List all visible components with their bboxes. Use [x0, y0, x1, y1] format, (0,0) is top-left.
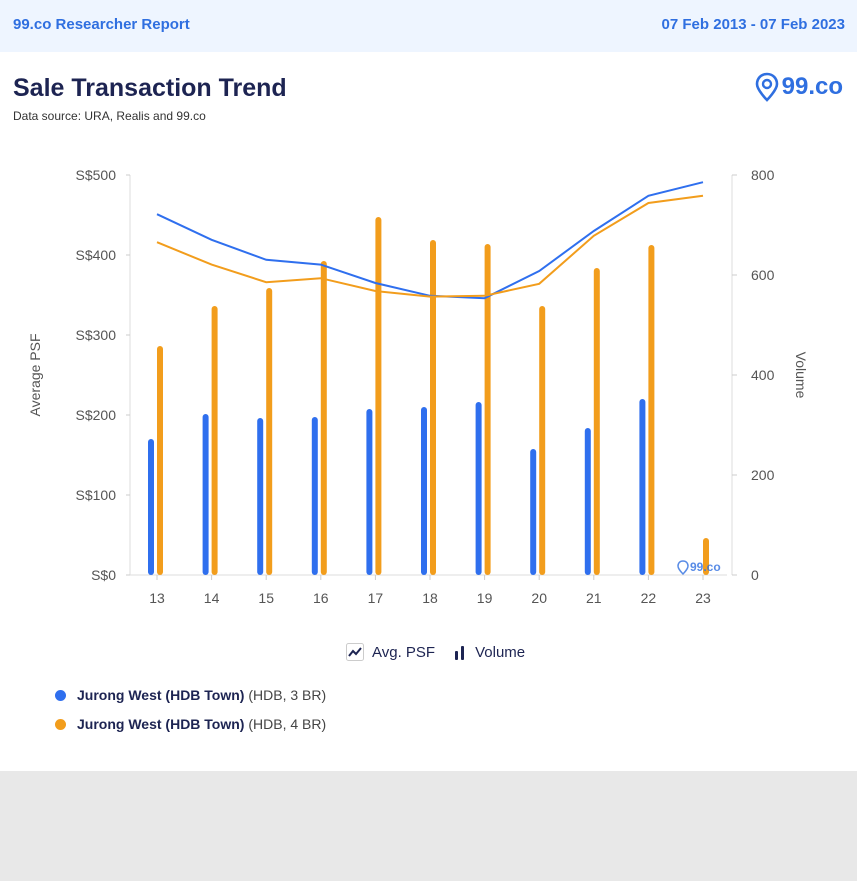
volume-bar — [148, 439, 154, 575]
volume-bar — [366, 409, 373, 575]
avg-psf-line — [156, 194, 704, 298]
report-page: 99.co Researcher Report 07 Feb 2013 - 07… — [0, 0, 857, 771]
date-range: 07 Feb 2013 - 07 Feb 2023 — [661, 16, 845, 33]
series-detail: (HDB, 3 BR) — [248, 687, 327, 703]
legend-label: Volume — [475, 643, 526, 661]
x-tick-label: 13 — [149, 590, 165, 606]
volume-bar — [320, 261, 327, 575]
chart-legend: Avg. PSF Volume — [346, 643, 525, 661]
page-title: Sale Transaction Trend — [13, 74, 287, 102]
legend-volume[interactable]: Volume — [453, 644, 525, 661]
volume-bar — [421, 407, 427, 575]
y2-tick-label: 600 — [751, 267, 775, 283]
y2-tick-label: 400 — [751, 367, 775, 383]
y-tick-label: S$500 — [76, 167, 117, 183]
series-dot — [55, 689, 66, 701]
volume-bar — [584, 428, 591, 575]
legend-label: Avg. PSF — [372, 643, 436, 661]
x-tick-label: 23 — [695, 590, 711, 606]
series-dot — [55, 718, 66, 730]
y-tick-label: S$400 — [76, 247, 117, 263]
location-pin-icon — [755, 72, 778, 102]
volume-bar — [703, 538, 709, 575]
report-header: 99.co Researcher Report 07 Feb 2013 - 07… — [0, 0, 857, 52]
volume-bar — [648, 245, 655, 575]
y-tick-label: S$300 — [76, 327, 117, 343]
bar-chart-icon — [455, 646, 465, 660]
y2-axis-title: Volume — [793, 352, 809, 399]
y-tick-label: S$0 — [91, 567, 116, 583]
volume-bar — [311, 417, 318, 575]
y-tick-label: S$200 — [76, 407, 117, 423]
brand-logo: 99.co — [755, 72, 843, 102]
x-tick-label: 21 — [586, 590, 602, 606]
location-pin-icon — [677, 560, 689, 576]
line-chart-icon — [346, 643, 364, 661]
volume-bar — [530, 449, 537, 575]
volume-bar — [266, 288, 273, 575]
y2-tick-label: 200 — [751, 467, 775, 483]
logo-text: 99.co — [781, 73, 843, 100]
y-tick-label: S$100 — [76, 487, 117, 503]
series-item-4br[interactable]: Jurong West (HDB Town) (HDB, 4 BR) — [55, 716, 326, 732]
x-tick-label: 22 — [641, 590, 657, 606]
sale-trend-chart: S$0 S$100 S$200 S$300 S$400 S$500 0 200 400 600 80… — [27, 167, 809, 606]
volume-bar — [157, 346, 163, 575]
volume-bar — [211, 306, 218, 575]
x-tick-label: 16 — [313, 590, 329, 606]
chart-watermark: 99.co — [690, 560, 721, 574]
volume-bar — [484, 244, 491, 575]
legend-avg-psf[interactable]: Avg. PSF — [346, 643, 435, 661]
x-tick-label: 18 — [422, 590, 438, 606]
x-tick-label: 19 — [477, 590, 493, 606]
volume-bar — [639, 399, 646, 575]
data-source: Data source: URA, Realis and 99.co — [13, 109, 206, 123]
y2-tick-label: 800 — [751, 167, 775, 183]
volume-bar — [202, 414, 209, 575]
series-name: Jurong West (HDB Town) — [77, 716, 245, 732]
report-name: 99.co Researcher Report — [13, 16, 190, 33]
series-detail: (HDB, 4 BR) — [248, 716, 327, 732]
series-item-3br[interactable]: Jurong West (HDB Town) (HDB, 3 BR) — [55, 687, 326, 703]
volume-bar — [430, 240, 436, 575]
x-tick-label: 20 — [531, 590, 547, 606]
y-axis-title: Average PSF — [27, 333, 43, 416]
x-tick-label: 15 — [258, 590, 274, 606]
volume-bar — [539, 306, 546, 575]
volume-bar — [257, 418, 264, 575]
series-name: Jurong West (HDB Town) — [77, 687, 245, 703]
volume-bar — [375, 217, 382, 575]
x-tick-label: 17 — [368, 590, 384, 606]
x-tick-label: 14 — [204, 590, 220, 606]
volume-bar — [475, 402, 482, 575]
volume-bar — [593, 268, 600, 575]
y2-tick-label: 0 — [751, 567, 759, 583]
